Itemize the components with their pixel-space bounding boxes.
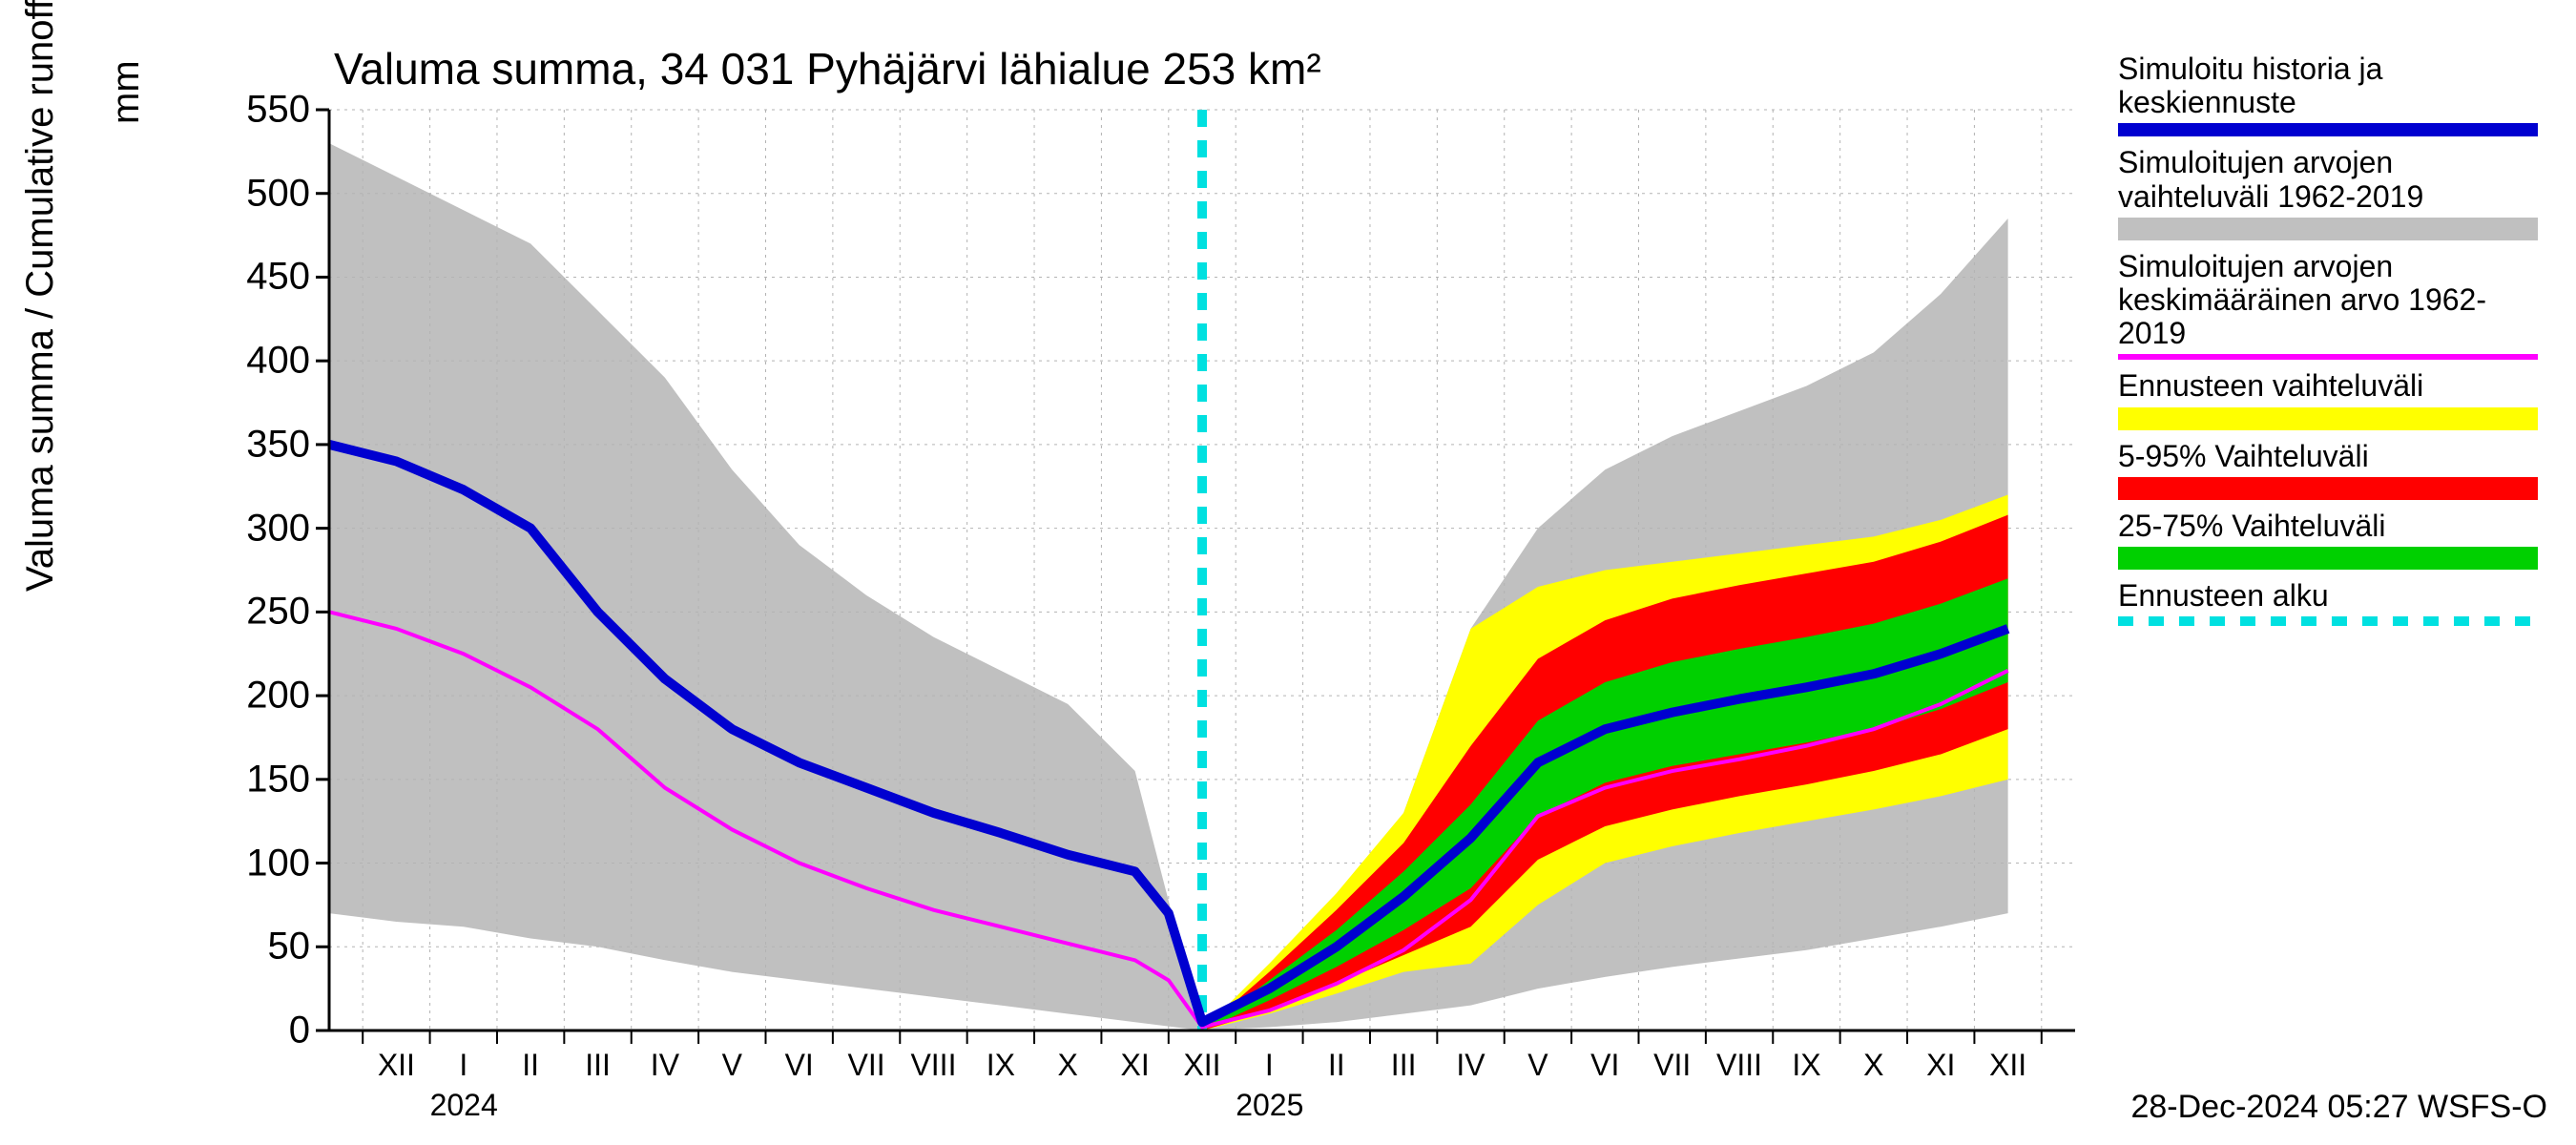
- x-tick-month: IX: [987, 1048, 1015, 1083]
- x-tick-month: VII: [848, 1048, 885, 1083]
- legend: Simuloitu historia ja keskiennuste Simulo…: [2118, 52, 2547, 635]
- footer-timestamp: 28-Dec-2024 05:27 WSFS-O: [2130, 1089, 2547, 1126]
- x-tick-month: II: [522, 1048, 539, 1083]
- y-tick: 300: [246, 507, 310, 550]
- chart-container: Valuma summa, 34 031 Pyhäjärvi lähialue …: [0, 0, 2576, 1145]
- y-tick: 150: [246, 758, 310, 801]
- x-tick-month: XI: [1120, 1048, 1149, 1083]
- y-tick: 400: [246, 340, 310, 383]
- x-tick-month: IV: [651, 1048, 679, 1083]
- x-tick-month: XII: [378, 1048, 415, 1083]
- legend-label: Simuloitu historia ja keskiennuste: [2118, 52, 2547, 119]
- x-tick-month: III: [1391, 1048, 1417, 1083]
- legend-swatch: [2118, 547, 2538, 570]
- y-tick: 250: [246, 591, 310, 634]
- legend-swatch: [2118, 477, 2538, 500]
- y-tick: 500: [246, 172, 310, 215]
- legend-label: Ennusteen alku: [2118, 579, 2547, 613]
- y-tick: 100: [246, 842, 310, 885]
- legend-swatch: [2118, 407, 2538, 430]
- legend-entry: Simuloitu historia ja keskiennuste: [2118, 52, 2547, 136]
- y-tick: 200: [246, 675, 310, 718]
- legend-entry: Ennusteen alku: [2118, 579, 2547, 626]
- y-tick: 350: [246, 423, 310, 466]
- x-tick-month: V: [1527, 1048, 1548, 1083]
- legend-swatch: [2118, 123, 2538, 136]
- y-tick: 0: [289, 1010, 310, 1052]
- x-tick-month: X: [1863, 1048, 1883, 1083]
- x-tick-month: V: [722, 1048, 742, 1083]
- legend-entry: Simuloitujen arvojen keskimääräinen arvo…: [2118, 250, 2547, 361]
- x-tick-month: VI: [1590, 1048, 1619, 1083]
- x-tick-month: VIII: [1716, 1048, 1762, 1083]
- legend-label: 5-95% Vaihteluväli: [2118, 440, 2547, 473]
- legend-swatch: [2118, 354, 2538, 360]
- x-tick-month: III: [585, 1048, 611, 1083]
- legend-entry: Simuloitujen arvojen vaihteluväli 1962-2…: [2118, 146, 2547, 239]
- x-tick-month: II: [1328, 1048, 1345, 1083]
- legend-entry: 5-95% Vaihteluväli: [2118, 440, 2547, 500]
- x-tick-month: VI: [785, 1048, 814, 1083]
- x-tick-month: IV: [1456, 1048, 1485, 1083]
- legend-swatch: [2118, 218, 2538, 240]
- x-tick-month: XII: [1989, 1048, 2026, 1083]
- x-tick-month: XI: [1926, 1048, 1955, 1083]
- x-tick-month: I: [459, 1048, 467, 1083]
- x-tick-month: I: [1265, 1048, 1274, 1083]
- legend-swatch: [2118, 616, 2538, 626]
- legend-entry: Ennusteen vaihteluväli: [2118, 369, 2547, 429]
- y-tick: 450: [246, 256, 310, 299]
- legend-entry: 25-75% Vaihteluväli: [2118, 510, 2547, 570]
- legend-label: 25-75% Vaihteluväli: [2118, 510, 2547, 543]
- x-tick-month: IX: [1792, 1048, 1820, 1083]
- x-tick-month: X: [1058, 1048, 1078, 1083]
- y-tick: 550: [246, 89, 310, 132]
- x-year-label: 2024: [430, 1088, 498, 1123]
- legend-label: Simuloitujen arvojen vaihteluväli 1962-2…: [2118, 146, 2547, 213]
- x-tick-month: VII: [1653, 1048, 1691, 1083]
- y-tick: 50: [268, 926, 311, 968]
- x-year-label: 2025: [1236, 1088, 1303, 1123]
- x-tick-month: VIII: [910, 1048, 956, 1083]
- legend-label: Ennusteen vaihteluväli: [2118, 369, 2547, 403]
- legend-label: Simuloitujen arvojen keskimääräinen arvo…: [2118, 250, 2547, 351]
- x-tick-month: XII: [1183, 1048, 1220, 1083]
